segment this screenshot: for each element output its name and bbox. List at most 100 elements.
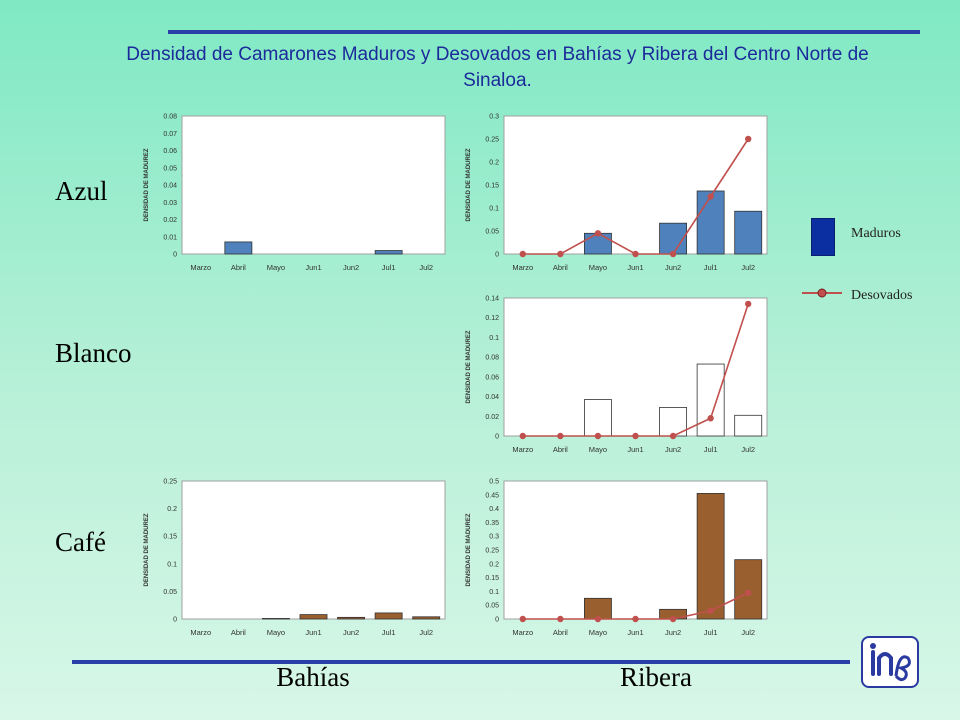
x-tick-label: Jul2 — [741, 628, 755, 637]
y-tick-label: 0.04 — [485, 394, 499, 401]
bar — [734, 559, 763, 620]
legend-maduros-swatch — [811, 218, 835, 256]
bar — [696, 190, 725, 255]
y-tick-label: 0.05 — [163, 165, 177, 172]
plot-area — [503, 115, 768, 255]
x-tick-label: Jul1 — [382, 263, 396, 272]
data-point-desovados — [594, 432, 602, 440]
x-tick-label: Jul1 — [704, 628, 718, 637]
data-point-desovados — [557, 250, 564, 258]
x-tick-label: Jul2 — [419, 628, 433, 637]
legend-desovados-label: Desovados — [851, 288, 913, 303]
x-tick-label: Jun1 — [305, 263, 321, 272]
y-tick-label: 0.15 — [163, 534, 177, 541]
plot-area — [503, 480, 768, 620]
row-label-blanco: Blanco — [55, 338, 132, 368]
data-point-desovados — [707, 193, 714, 200]
plot-area — [181, 480, 446, 620]
bar — [659, 222, 687, 255]
x-tick-label: Marzo — [512, 628, 533, 637]
x-tick-label: Jun1 — [305, 628, 321, 637]
legend-maduros-label: Maduros — [851, 226, 901, 241]
y-tick-label: 0.08 — [485, 355, 499, 362]
x-tick-label: Jun2 — [343, 263, 359, 272]
y-tick-label: 0.4 — [489, 506, 499, 513]
bar — [696, 493, 725, 620]
y-tick-label: 0.25 — [163, 479, 177, 486]
y-tick-label: 0.15 — [485, 575, 499, 582]
x-tick-label: Marzo — [190, 263, 211, 272]
chart-blanco-ribera: 0 0.02 0.04 0.06 0.08 0.1 0.12 0.14 DENSIDAD DE … — [466, 296, 768, 454]
y-tick-label: 0.01 — [163, 234, 177, 241]
y-tick-label: 0.14 — [485, 296, 499, 303]
data-point-desovados — [519, 432, 526, 440]
y-tick-label: 0.1 — [489, 206, 499, 213]
plot-area — [181, 115, 446, 255]
bottom-rule — [72, 660, 850, 664]
inp-logo-icon — [861, 636, 919, 688]
data-point-desovados — [745, 589, 752, 596]
x-tick-label: Marzo — [512, 445, 533, 454]
data-point-desovados — [669, 250, 677, 258]
x-tick-label: Abril — [553, 445, 568, 454]
y-tick-label: 0.1 — [167, 561, 177, 568]
x-tick-label: Abril — [231, 628, 246, 637]
bar — [412, 616, 441, 620]
bar — [584, 399, 612, 437]
chart-azul-bahias: 0 0.01 0.02 0.03 0.04 0.05 0.06 0.07 0.08 DENSIDA… — [144, 114, 446, 272]
x-tick-label: Jun2 — [665, 263, 681, 272]
y-tick-label: 0 — [495, 252, 499, 259]
bar — [299, 614, 328, 620]
bar — [262, 618, 290, 620]
x-tick-label: Jun1 — [627, 263, 643, 272]
x-tick-label: Mayo — [589, 263, 607, 272]
y-tick-label: 0.5 — [489, 479, 499, 486]
data-point-desovados — [745, 300, 752, 308]
y-tick-label: 0.2 — [489, 561, 499, 568]
legend: Maduros Desovados — [800, 212, 960, 312]
y-tick-label: 0 — [173, 617, 177, 624]
x-tick-label: Jul1 — [704, 445, 718, 454]
x-tick-label: Abril — [231, 263, 246, 272]
bar — [337, 616, 365, 620]
y-tick-label: 0.05 — [163, 589, 177, 596]
y-tick-label: 0.08 — [163, 114, 177, 121]
x-tick-label: Mayo — [589, 628, 607, 637]
y-tick-label: 0.3 — [489, 114, 499, 121]
y-axis-label: DENSIDAD DE MADUREZ — [144, 148, 150, 221]
y-axis-label: DENSIDAD DE MADUREZ — [466, 148, 472, 221]
y-tick-label: 0.25 — [485, 137, 499, 144]
y-tick-label: 0.06 — [485, 374, 499, 381]
x-tick-label: Jul2 — [741, 445, 755, 454]
y-axis-label: DENSIDAD DE MADUREZ — [466, 330, 472, 403]
y-tick-label: 0.12 — [485, 315, 499, 322]
y-tick-label: 0 — [173, 252, 177, 259]
data-point-desovados — [557, 432, 564, 440]
page-title: Densidad de Camarones Maduros y Desovado… — [126, 44, 869, 91]
y-axis-label: DENSIDAD DE MADUREZ — [144, 513, 150, 586]
chart-azul-ribera: 0 0.05 0.1 0.15 0.2 0.25 0.3 DENSIDAD DE MADURE… — [466, 114, 768, 272]
data-point-desovados — [632, 250, 639, 258]
y-tick-label: 0.02 — [485, 414, 499, 421]
y-tick-label: 0.02 — [163, 217, 177, 224]
x-tick-label: Jun2 — [665, 628, 681, 637]
x-tick-label: Jul1 — [704, 263, 718, 272]
x-tick-label: Mayo — [267, 263, 285, 272]
data-point-desovados — [557, 615, 564, 623]
bar — [734, 414, 763, 437]
data-point-desovados — [669, 432, 677, 440]
x-tick-label: Jul2 — [741, 263, 755, 272]
data-point-desovados — [632, 615, 639, 623]
data-point-desovados — [594, 230, 602, 237]
y-tick-label: 0.04 — [163, 183, 177, 190]
legend-desovados-swatch — [802, 288, 842, 298]
x-tick-label: Mayo — [267, 628, 285, 637]
y-tick-label: 0.2 — [489, 160, 499, 167]
x-tick-label: Jun2 — [343, 628, 359, 637]
x-tick-label: Jun1 — [627, 628, 643, 637]
y-tick-label: 0.15 — [485, 183, 499, 190]
y-tick-label: 0.25 — [485, 548, 499, 555]
y-tick-label: 0 — [495, 617, 499, 624]
y-tick-label: 0.05 — [485, 603, 499, 610]
data-point-desovados — [707, 607, 714, 614]
